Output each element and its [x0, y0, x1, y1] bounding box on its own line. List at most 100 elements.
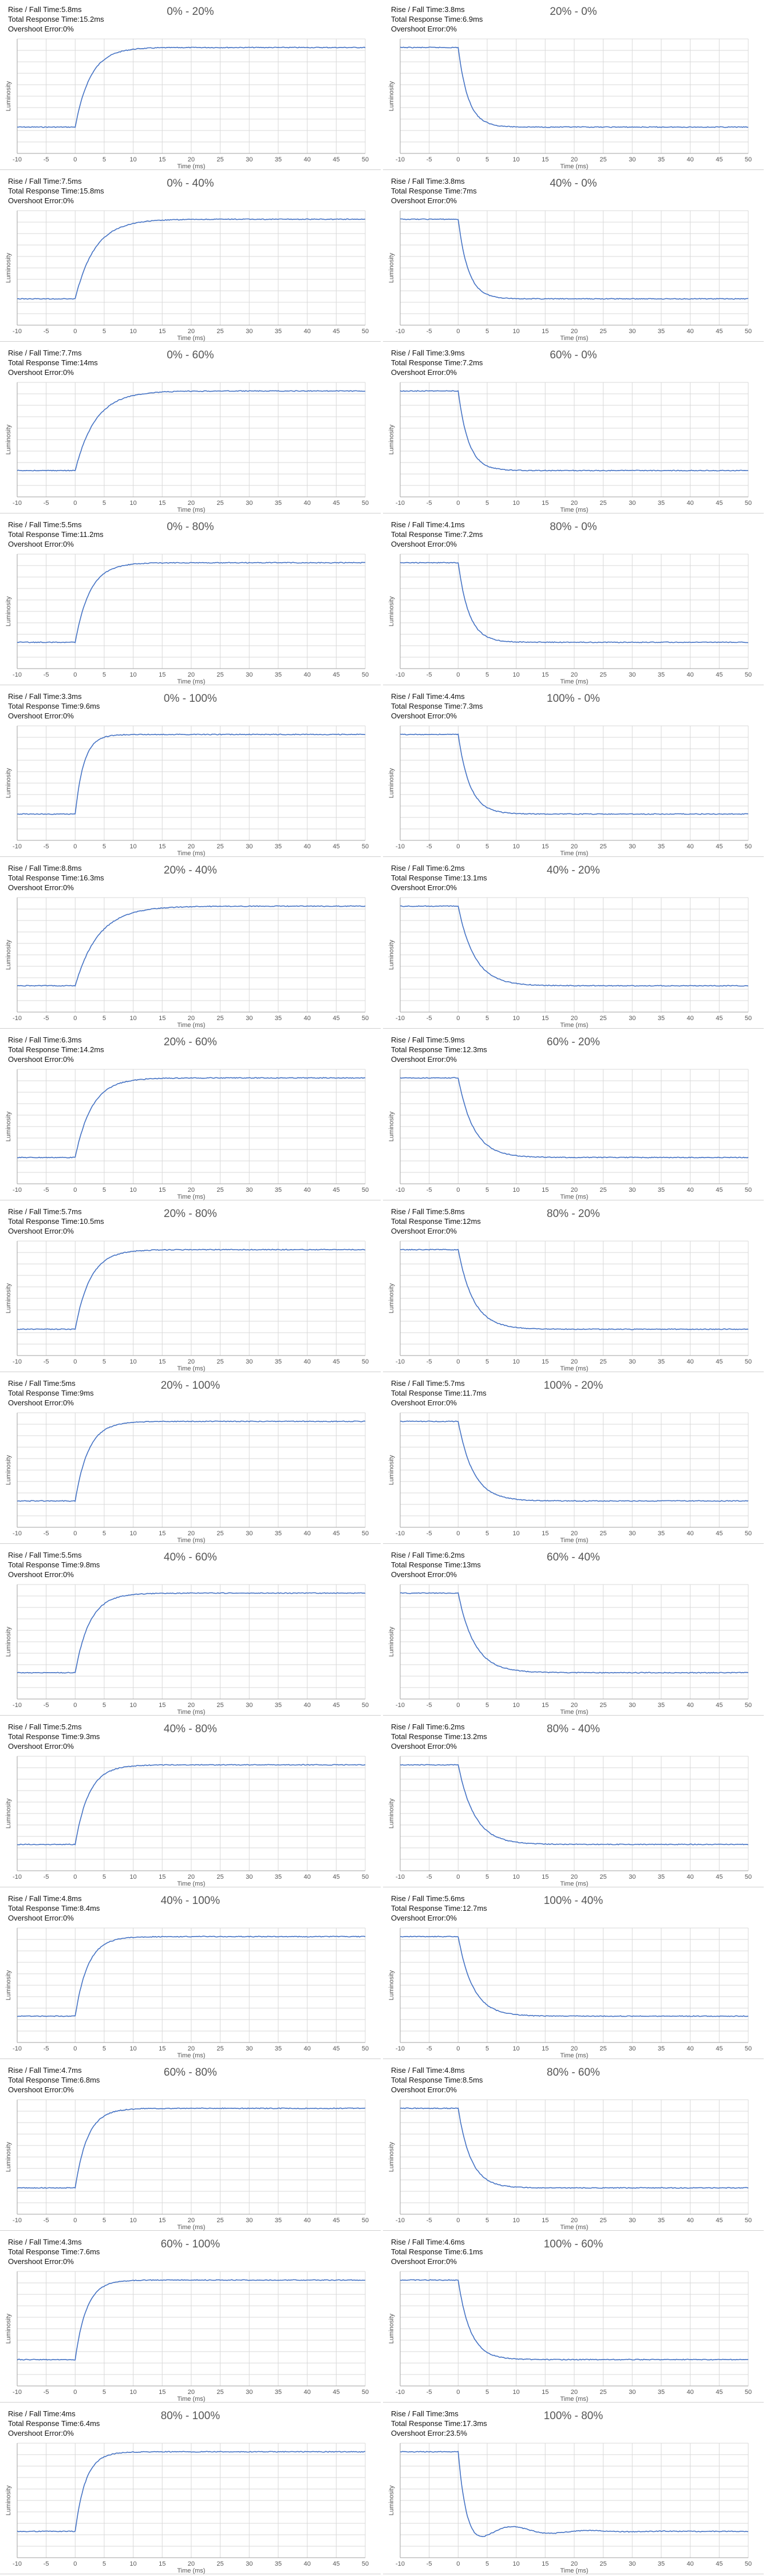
- luminosity-curve: [400, 1077, 749, 1159]
- x-tick-label: -10: [396, 2561, 405, 2567]
- plot-area: -10 -5 0 5 10 15 20 25 30 35 40 45 50 Time (ms) Lumino…: [5, 2099, 369, 2231]
- rise-fall-line: Rise / Fall Time:6.2ms: [391, 863, 487, 873]
- chart-panel-20: Rise / Fall Time:6.2ms Total Response Ti…: [383, 1546, 764, 1716]
- x-tick-label: -10: [396, 1187, 405, 1194]
- overshoot-line: Overshoot Error:0%: [8, 1054, 104, 1064]
- rise-fall-value: 6.3ms: [61, 1036, 82, 1044]
- x-tick-label: 35: [658, 2045, 665, 2052]
- stats-block: Rise / Fall Time:5.2ms Total Response Ti…: [8, 1722, 100, 1751]
- x-tick-label: 0: [73, 843, 77, 850]
- x-tick-label: 40: [687, 671, 694, 678]
- luminosity-curve: [17, 218, 366, 300]
- x-tick-label: 20: [188, 1874, 195, 1880]
- x-tick-label: 25: [600, 1187, 607, 1194]
- chart-panel-24: Rise / Fall Time:5.6ms Total Response Ti…: [383, 1889, 764, 2059]
- x-tick-label: 45: [716, 500, 722, 507]
- overshoot-label: Overshoot Error:: [8, 883, 64, 892]
- x-tick-label: 45: [716, 1015, 722, 1022]
- total-response-value: 6.9ms: [463, 15, 483, 23]
- overshoot-label: Overshoot Error:: [8, 712, 64, 720]
- plot-area: -10 -5 0 5 10 15 20 25 30 35 40 45 50 Time (ms) Lumino…: [5, 897, 369, 1029]
- rise-fall-value: 5.2ms: [61, 1722, 82, 1731]
- rise-fall-line: Rise / Fall Time:7.7ms: [8, 348, 98, 358]
- x-tick-labels: -10 -5 0 5 10 15 20 25 30 35 40 45 50: [13, 1702, 369, 1709]
- x-tick-label: 50: [745, 156, 752, 163]
- plot-area: -10 -5 0 5 10 15 20 25 30 35 40 45 50 Time (ms) Lumino…: [388, 382, 752, 513]
- luminosity-curve: [17, 562, 365, 643]
- x-tick-label: 45: [716, 1358, 722, 1365]
- x-tick-label: 50: [745, 1358, 752, 1365]
- total-response-line: Total Response Time:9.8ms: [8, 1560, 100, 1570]
- rise-fall-label: Rise / Fall Time:: [391, 1207, 445, 1216]
- x-tick-label: 5: [485, 671, 489, 678]
- x-tick-label: 0: [456, 1874, 460, 1880]
- total-response-label: Total Response Time:: [391, 358, 463, 367]
- x-tick-label: 5: [102, 1702, 106, 1709]
- chart-panel-27: Rise / Fall Time:4.3ms Total Response Ti…: [0, 2233, 381, 2403]
- x-tick-label: 20: [188, 2045, 195, 2052]
- overshoot-line: Overshoot Error:0%: [8, 2428, 100, 2438]
- x-tick-label: 45: [333, 1358, 339, 1365]
- x-tick-label: 30: [629, 500, 635, 507]
- x-axis-label: Time (ms): [560, 850, 588, 857]
- x-tick-label: 45: [716, 1530, 722, 1537]
- x-tick-label: 10: [513, 2045, 520, 2052]
- rise-fall-line: Rise / Fall Time:5.5ms: [8, 1550, 100, 1560]
- x-tick-label: -5: [44, 1187, 49, 1194]
- x-tick-label: 35: [275, 1187, 282, 1194]
- overshoot-label: Overshoot Error:: [8, 2429, 64, 2437]
- x-tick-label: 15: [542, 2217, 548, 2224]
- x-tick-label: 5: [102, 1187, 106, 1194]
- overshoot-label: Overshoot Error:: [8, 1398, 64, 1407]
- rise-fall-line: Rise / Fall Time:4.4ms: [391, 692, 483, 701]
- x-tick-label: 45: [333, 2217, 339, 2224]
- overshoot-label: Overshoot Error:: [391, 1227, 447, 1235]
- x-tick-label: -5: [427, 1015, 432, 1022]
- x-tick-label: 45: [333, 328, 339, 335]
- rise-fall-label: Rise / Fall Time:: [8, 692, 62, 701]
- x-tick-label: -10: [396, 843, 405, 850]
- overshoot-value: 0%: [63, 1570, 74, 1579]
- x-tick-label: -5: [427, 156, 432, 163]
- plot-area: -10 -5 0 5 10 15 20 25 30 35 40 45 50 Time (ms) Lumino…: [388, 1927, 752, 2059]
- y-axis-label: Luminosity: [388, 1626, 395, 1657]
- total-response-label: Total Response Time:: [391, 1732, 463, 1741]
- rise-fall-value: 4.8ms: [61, 1894, 82, 1903]
- total-response-label: Total Response Time:: [8, 1732, 80, 1741]
- luminosity-curve: [400, 1764, 749, 1846]
- y-axis-label: Luminosity: [5, 1455, 12, 1485]
- plot-area: -10 -5 0 5 10 15 20 25 30 35 40 45 50 Time (ms) Lumino…: [5, 210, 369, 342]
- rise-fall-value: 7.7ms: [61, 349, 82, 357]
- x-tick-label: 35: [275, 1358, 282, 1365]
- overshoot-value: 0%: [446, 1398, 457, 1407]
- luminosity-curve: [400, 218, 749, 300]
- x-tick-label: -10: [396, 2045, 405, 2052]
- x-tick-label: 45: [333, 2389, 339, 2396]
- x-tick-label: 0: [456, 2389, 460, 2396]
- x-tick-label: 30: [629, 2389, 635, 2396]
- x-tick-label: 30: [629, 156, 635, 163]
- x-tick-label: 5: [485, 500, 489, 507]
- rise-fall-label: Rise / Fall Time:: [8, 177, 62, 185]
- x-tick-label: 50: [362, 1358, 369, 1365]
- x-tick-label: 50: [745, 500, 752, 507]
- x-tick-label: 15: [542, 1015, 548, 1022]
- x-tick-label: 0: [456, 1187, 460, 1194]
- x-tick-label: 30: [629, 2045, 635, 2052]
- x-tick-label: 0: [456, 1702, 460, 1709]
- x-tick-label: -5: [44, 1702, 49, 1709]
- x-tick-label: 40: [304, 1015, 311, 1022]
- x-axis-label: Time (ms): [177, 678, 205, 685]
- x-tick-label: 5: [485, 1015, 489, 1022]
- stats-block: Rise / Fall Time:4.8ms Total Response Ti…: [391, 2065, 483, 2095]
- overshoot-line: Overshoot Error:0%: [391, 1913, 487, 1923]
- overshoot-label: Overshoot Error:: [391, 2257, 447, 2266]
- x-tick-label: 15: [159, 2217, 165, 2224]
- stats-block: Rise / Fall Time:7.7ms Total Response Ti…: [8, 348, 98, 377]
- x-tick-label: -5: [427, 2389, 432, 2396]
- v-gridlines: [400, 726, 749, 840]
- overshoot-line: Overshoot Error:0%: [391, 2085, 483, 2095]
- x-tick-labels: -10 -5 0 5 10 15 20 25 30 35 40 45 50: [13, 1874, 369, 1880]
- rise-fall-label: Rise / Fall Time:: [8, 864, 62, 872]
